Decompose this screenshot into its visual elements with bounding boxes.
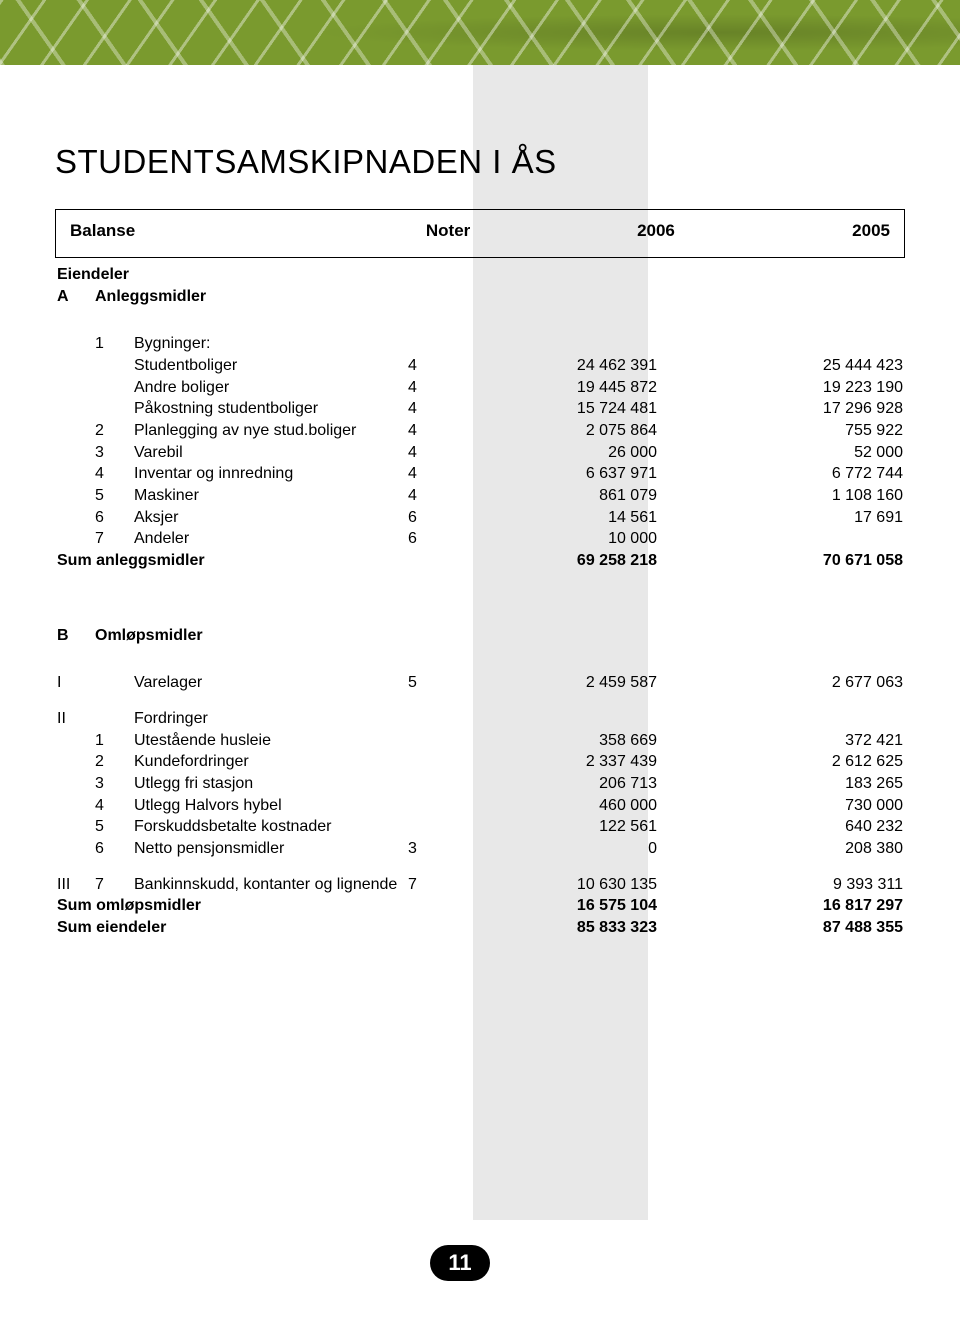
varelager-row: I Varelager 5 2 459 587 2 677 063 (55, 672, 905, 694)
eiendeler-heading: Eiendeler (55, 264, 905, 286)
sum-eiendeler-row: Sum eiendeler 85 833 323 87 488 355 (55, 917, 905, 939)
page-title: STUDENTSAMSKIPNADEN I ÅS (55, 143, 905, 181)
table-row: 2Kundefordringer2 337 4392 612 625 (55, 751, 905, 773)
page-number-badge: 11 (430, 1245, 490, 1281)
section-a-label: Anleggsmidler (93, 286, 905, 308)
bank-row: III 7 Bankinnskudd, kontanter og lignend… (55, 874, 905, 896)
table-row: 1Utestående husleie358 669372 421 (55, 730, 905, 752)
table-row: 5Forskuddsbetalte kostnader122 561640 23… (55, 816, 905, 838)
table-row: Studentboliger424 462 39125 444 423 (55, 355, 905, 377)
table-row: 7Andeler610 000 (55, 528, 905, 550)
table-row: 4Utlegg Halvors hybel460 000730 000 (55, 795, 905, 817)
table-row: 1Bygninger: (55, 333, 905, 355)
table-header-row: Balanse Noter 2006 2005 (68, 220, 892, 243)
table-row: Andre boliger419 445 87219 223 190 (55, 377, 905, 399)
header-year-2005: 2005 (677, 220, 892, 243)
header-year-2006: 2006 (483, 220, 677, 243)
table-row: 4Inventar og innredning46 637 9716 772 7… (55, 463, 905, 485)
table-row: 6Netto pensjonsmidler30208 380 (55, 838, 905, 860)
table-row: Påkostning studentboliger415 724 48117 2… (55, 398, 905, 420)
section-b-letter: B (55, 626, 93, 647)
header-balanse: Balanse (68, 220, 424, 243)
sum-omlopsmidler-row: Sum omløpsmidler 16 575 104 16 817 297 (55, 895, 905, 917)
table-row: 5Maskiner4861 0791 108 160 (55, 485, 905, 507)
table-row: 6Aksjer614 56117 691 (55, 507, 905, 529)
table-row: 3Utlegg fri stasjon206 713183 265 (55, 773, 905, 795)
table-row: 3Varebil426 00052 000 (55, 442, 905, 464)
header-noter: Noter (424, 220, 483, 243)
balance-table: Eiendeler A Anleggsmidler 1Bygninger: St… (55, 264, 905, 939)
sum-anleggsmidler-row: Sum anleggsmidler 69 258 218 70 671 058 (55, 550, 905, 572)
table-header-box: Balanse Noter 2006 2005 (55, 209, 905, 258)
section-a-letter: A (55, 286, 93, 308)
section-b-label: Omløpsmidler (93, 626, 905, 647)
decorative-banner (0, 0, 960, 65)
fordringer-heading-row: II Fordringer (55, 708, 905, 730)
table-row: 2Planlegging av nye stud.boliger42 075 8… (55, 420, 905, 442)
